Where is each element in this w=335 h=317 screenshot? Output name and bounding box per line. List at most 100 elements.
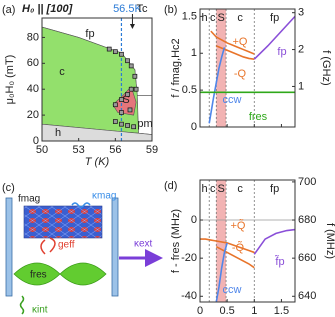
transition-label: 56.5K	[113, 3, 142, 15]
phase-shade	[216, 9, 227, 127]
series-label: -Q̃	[232, 241, 245, 254]
data-point	[119, 97, 124, 102]
data-point	[133, 86, 139, 92]
y2-tick-label: 2	[298, 43, 304, 55]
plot-frame	[199, 179, 296, 303]
panel-label: (d)	[164, 180, 177, 192]
y2-tick-label: 700	[298, 176, 316, 188]
phase-label: S	[217, 12, 224, 24]
region-label: h	[55, 127, 61, 139]
kext-label: κext	[134, 239, 153, 250]
y-tick-label: 1	[191, 47, 197, 59]
y-axis-label: f - fres (MHz)	[170, 209, 182, 273]
y2-tick-label: 640	[298, 290, 316, 302]
panel-title: H₀ || [100]	[22, 3, 73, 15]
y2-tick-label: 660	[298, 252, 316, 264]
data-point	[112, 49, 118, 55]
phase-label: c	[237, 12, 243, 24]
series-line	[210, 30, 255, 55]
phase-label: fp	[270, 183, 279, 195]
data-point	[128, 63, 134, 69]
resonator-mode	[13, 262, 107, 286]
x-tick-label: 0.5	[219, 305, 234, 317]
fres-label: fres	[30, 270, 47, 281]
panel-label: (a)	[2, 4, 15, 16]
geff-label: geff	[58, 240, 75, 251]
data-point	[125, 92, 130, 97]
series-line	[215, 242, 228, 303]
kint-arrow	[19, 295, 25, 315]
x-tick-label: 53	[73, 144, 85, 156]
series-label: +Q	[233, 36, 248, 48]
phase-label: c	[237, 183, 243, 195]
x-axis-label: T (K)	[85, 156, 110, 168]
data-point	[127, 107, 133, 113]
x-tick-label: 1	[251, 305, 257, 317]
series-line	[253, 228, 296, 255]
phase-label: c	[210, 12, 216, 24]
plot-frame	[199, 8, 296, 128]
series-label: +Q̃	[231, 219, 246, 232]
y-tick-label: 20	[27, 109, 39, 121]
data-point	[119, 51, 124, 57]
series-label: -Q	[234, 68, 247, 80]
kmag-arrow	[71, 202, 91, 208]
phase-label: h	[202, 183, 208, 195]
y-axis-label: f / fmag,Hc2	[170, 38, 182, 97]
data-point	[128, 86, 134, 92]
region-label: pm	[137, 118, 152, 130]
y2-axis-label: f̃ (MHz)	[324, 222, 335, 259]
y2-tick-label: 680	[298, 214, 316, 226]
series-label: fp	[277, 46, 286, 58]
region-label: fp	[85, 28, 94, 40]
panel-label: (b)	[164, 4, 177, 16]
x-tick-label: 59	[146, 144, 158, 156]
y-tick-label: 0	[33, 135, 39, 147]
data-point	[132, 73, 138, 79]
x-tick-label: 0	[197, 305, 203, 317]
data-point	[119, 110, 124, 115]
y-tick-label: -20	[181, 252, 197, 264]
data-point	[119, 121, 124, 127]
x-tick-label: 50	[36, 144, 48, 156]
coupling-arrow	[49, 237, 56, 253]
magnon-texture	[23, 205, 103, 239]
phase-label: c	[210, 183, 216, 195]
data-point	[112, 119, 118, 124]
mirror	[5, 197, 13, 297]
y-tick-label: 0.5	[182, 84, 197, 96]
data-point	[125, 123, 130, 128]
y-tick-label: -40	[181, 290, 197, 302]
series-line	[253, 15, 296, 60]
y-tick-label: 80	[27, 31, 39, 43]
series-label: f̃p	[274, 255, 284, 268]
y2-tick-label: 1	[298, 80, 304, 92]
series-line	[215, 246, 255, 269]
series-line	[215, 45, 255, 60]
y-tick-label: 0	[191, 121, 197, 133]
series-label: ccw	[223, 94, 242, 106]
kmag-label: κmag	[92, 191, 116, 202]
phase-label: fp	[270, 12, 279, 24]
y-axis-label: μ₀H₀ (mT)	[4, 55, 16, 105]
data-point	[131, 124, 137, 130]
tc-label: Tc	[136, 3, 148, 15]
series-line	[208, 47, 226, 124]
phase-label: h	[202, 12, 208, 24]
phase-shade	[216, 180, 227, 302]
mirror	[111, 197, 119, 297]
series-line	[200, 238, 255, 254]
data-point	[125, 58, 130, 64]
region-label: c	[59, 66, 65, 78]
plot-frame	[41, 17, 153, 142]
x-tick-label: 1.5	[274, 305, 289, 317]
series-label: fres	[249, 111, 268, 123]
panel-label: (c)	[2, 182, 15, 194]
y-tick-label: 60	[27, 57, 39, 69]
diagram: (c) fmag κmag geff fres κint κext	[2, 182, 163, 316]
coupling-arrow	[40, 239, 46, 255]
kint-label: κint	[32, 305, 48, 316]
data-point	[112, 102, 118, 108]
